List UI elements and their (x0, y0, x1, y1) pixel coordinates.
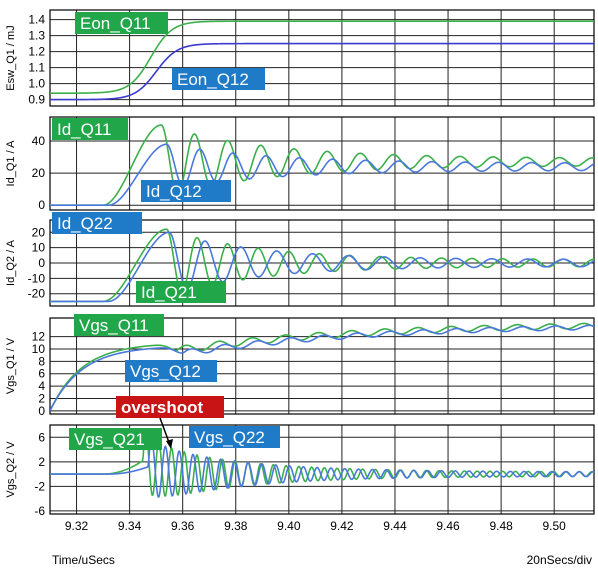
panel-frame (49, 116, 595, 211)
tag-box-vgs-q11 (74, 314, 164, 336)
panel-frame (49, 219, 595, 307)
tag-label: Id_Q12 (146, 182, 202, 201)
panel-1: 0.9 1.0 1.1 1.2 1.3 1.4 Esw_Q1 / mJ Eon_Q11 Eon_… (5, 9, 595, 107)
y-tick-label: 2 (38, 392, 45, 406)
y-tick-label: 6 (38, 367, 45, 381)
tag-box-id-q21 (136, 281, 226, 303)
time-div-label: 20nSecs/div (526, 553, 592, 567)
tag-box-eon-q11 (75, 12, 168, 34)
y-tick-label: 40 (32, 134, 46, 148)
tag-box-eon-q12 (172, 68, 265, 90)
trace-vgs-q11 (50, 322, 594, 412)
y-tick-label: -6 (34, 504, 45, 518)
y-tick-label: 20 (32, 225, 46, 239)
x-tick-label: 9.40 (277, 519, 301, 533)
y-tick-label: -2 (34, 479, 45, 493)
tag-box-id-q12 (141, 180, 231, 202)
y-tick-label: 0 (38, 404, 45, 418)
y-tick-label: 0 (38, 198, 45, 212)
x-tick-label: 9.38 (224, 519, 248, 533)
y-tick-label: 10 (32, 241, 46, 255)
x-tick-label: 9.46 (436, 519, 460, 533)
tag-label: Vgs_Q12 (130, 362, 201, 381)
trace-eon-q11 (50, 20, 594, 94)
y-tick-label: 6 (38, 430, 45, 444)
trace-vgs-q12 (50, 324, 594, 412)
tag-label: Id_Q21 (141, 283, 197, 302)
y-tick-label: 0.9 (28, 93, 45, 107)
y-tick-label: 8 (38, 354, 45, 368)
panel-frame (49, 317, 595, 415)
panel-2: 0 20 40 Id_Q1 / A Id_Q11 Id_Q12 (5, 116, 595, 212)
trace-id-q11 (50, 124, 594, 206)
tag-label: Vgs_Q21 (74, 430, 145, 449)
x-tick-label: 9.36 (171, 519, 195, 533)
tag-box-id-q11 (52, 118, 128, 140)
tag-box-overshoot (116, 396, 224, 418)
tag-label: Vgs_Q22 (194, 428, 265, 447)
tag-box-id-q22 (52, 212, 142, 234)
tag-label: Eon_Q11 (80, 14, 151, 33)
y-tick-label: 1.4 (28, 13, 45, 27)
y-tick-label: 12 (32, 330, 46, 344)
y-tick-label: -10 (28, 271, 46, 285)
y-axis-label: Vgs_Q1 / V (5, 337, 17, 394)
tag-box-vgs-q22 (189, 426, 280, 448)
tag-label: Id_Q11 (57, 120, 112, 139)
trace-eon-q12 (50, 42, 594, 101)
x-tick-label: 9.44 (383, 519, 407, 533)
y-tick-label: 10 (32, 342, 46, 356)
x-tick-label: 9.48 (489, 519, 513, 533)
panel-frame (49, 424, 595, 515)
y-axis-label: Id_Q2 / A (5, 239, 17, 286)
trace-id-q21 (50, 228, 594, 303)
y-tick-label: 0 (38, 256, 45, 270)
y-tick-label: 2 (38, 455, 45, 469)
tag-label: Vgs_Q11 (79, 316, 149, 335)
tag-label: Eon_Q12 (177, 70, 249, 89)
time-axis-label: Time/uSecs (52, 553, 115, 567)
tag-label: Id_Q22 (57, 214, 113, 233)
y-tick-label: 4 (38, 379, 45, 393)
y-tick-label: 20 (32, 166, 46, 180)
tag-label: overshoot (121, 398, 204, 417)
x-tick-label: 9.32 (65, 519, 89, 533)
trace-id-q12 (50, 143, 594, 206)
x-tick-label: 9.42 (330, 519, 354, 533)
x-tick-label: 9.50 (543, 519, 567, 533)
y-tick-label: 1.3 (28, 29, 45, 43)
y-tick-label: 1.1 (28, 61, 45, 75)
x-tick-label: 9.34 (118, 519, 142, 533)
panel-frame (49, 9, 595, 107)
panel-5: -6 -2 2 6 Vgs_Q2 / V Vgs_Q21 Vgs_Q22 overshoot (5, 396, 595, 518)
trace-vgs-q22 (50, 437, 594, 498)
y-tick-label: 1.2 (28, 45, 45, 59)
y-tick-label: 1.0 (28, 77, 45, 91)
y-axis-label: Vgs_Q2 / V (5, 441, 17, 498)
tag-box-vgs-q21 (69, 428, 162, 450)
y-tick-label: -20 (28, 287, 46, 301)
y-axis-label: Id_Q1 / A (5, 140, 17, 187)
overshoot-arrowhead (166, 439, 173, 449)
trace-id-q22 (50, 231, 594, 303)
y-axis-label: Esw_Q1 / mJ (5, 25, 17, 90)
tag-box-vgs-q12 (125, 360, 217, 382)
trace-vgs-q21 (50, 431, 594, 497)
